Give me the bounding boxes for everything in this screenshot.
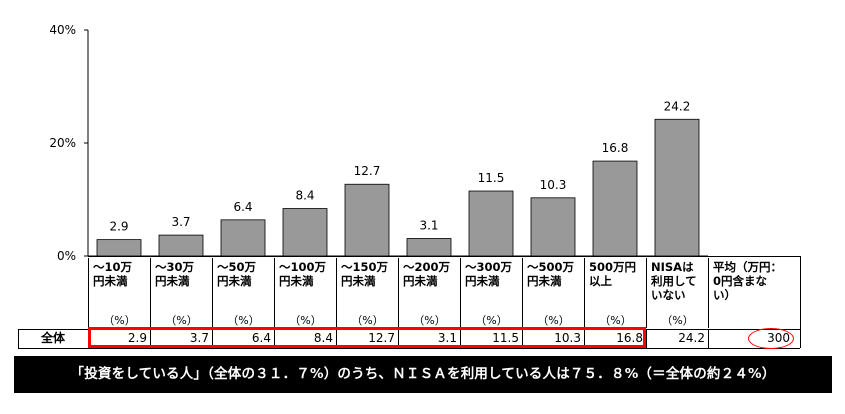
unit-label: （%） xyxy=(351,314,384,327)
row-separator xyxy=(460,329,461,348)
category-label-line: ～300万 xyxy=(465,260,513,274)
category-label-line: ～500万 xyxy=(527,260,575,274)
average-column-header: 平均（万円： 0円含まな い） xyxy=(708,258,800,328)
bar xyxy=(468,190,514,257)
data-label: 16.8 xyxy=(602,141,629,155)
category-label: ～50万 円未満 （%） xyxy=(212,258,274,328)
category-label-line: ～200万 xyxy=(403,260,451,274)
bar xyxy=(406,238,452,257)
average-header-line: い） xyxy=(713,288,736,302)
row-separator xyxy=(150,329,151,348)
category-label: ～200万 円未満 （%） xyxy=(398,258,460,328)
unit-label: （%） xyxy=(165,314,198,327)
category-label-line: 500万円 xyxy=(589,260,637,274)
unit-label: （%） xyxy=(661,314,694,327)
unit-label: （%） xyxy=(475,314,508,327)
table-value: 6.4 xyxy=(251,331,271,345)
average-header-line: 0円含まな xyxy=(713,274,768,288)
bar xyxy=(282,208,328,257)
row-separator xyxy=(584,329,585,348)
category-label-line: 円未満 xyxy=(155,274,190,288)
table-value: 11.5 xyxy=(492,331,519,345)
data-label: 12.7 xyxy=(354,164,381,178)
table-value: 3.1 xyxy=(437,331,457,345)
category-label: ～150万 円未満 （%） xyxy=(336,258,398,328)
data-label: 3.7 xyxy=(171,215,190,229)
table-value: 8.4 xyxy=(313,331,333,345)
bar xyxy=(158,234,204,257)
data-label: 3.1 xyxy=(419,218,438,232)
data-label: 24.2 xyxy=(664,99,691,113)
data-label: 2.9 xyxy=(109,220,128,234)
row-separator xyxy=(336,329,337,348)
category-label: ～10万 円未満 （%） xyxy=(88,258,150,328)
y-tick-label: 0% xyxy=(57,249,76,263)
row-separator xyxy=(522,329,523,348)
data-label: 6.4 xyxy=(233,200,252,214)
category-label: NISAは 利用して いない （%） xyxy=(646,258,708,328)
category-label-line: ～100万 xyxy=(279,260,327,274)
table-value: 3.7 xyxy=(189,331,209,345)
summary-banner: 「投資をしている人」（全体の３１．７%）のうち、ＮＩＳＡを利用している人は７５．… xyxy=(14,356,832,393)
category-label: ～300万 円未満 （%） xyxy=(460,258,522,328)
row-separator xyxy=(646,329,647,348)
row-separator xyxy=(398,329,399,348)
bar xyxy=(344,183,390,257)
bar xyxy=(654,118,700,257)
bar xyxy=(592,160,638,257)
y-tick-label: 20% xyxy=(49,136,76,150)
bar-layer xyxy=(96,118,700,257)
table-value: 2.9 xyxy=(127,331,147,345)
data-label: 11.5 xyxy=(478,171,505,185)
category-label-line: ～150万 xyxy=(341,260,389,274)
bar xyxy=(530,197,576,257)
unit-label: （%） xyxy=(599,314,632,327)
table-top-line xyxy=(88,256,800,257)
category-label-line: ～10万 xyxy=(93,260,133,274)
label-layer: 2.9 3.7 6.4 8.4 12.7 3.1 11.5 10.3 16.8 24.2 xyxy=(109,99,690,233)
category-label-line: 円未満 xyxy=(465,274,500,288)
table-right-line xyxy=(800,256,801,348)
unit-label: （%） xyxy=(413,314,446,327)
row-separator xyxy=(708,329,709,348)
category-label-line: 円未満 xyxy=(403,274,438,288)
category-label-line: 利用して xyxy=(651,274,697,288)
category-label-line: 円未満 xyxy=(341,274,376,288)
row-label: 全体 xyxy=(40,331,65,345)
row-separator xyxy=(274,329,275,348)
y-tick-label: 40% xyxy=(49,23,76,37)
table-bottom-line xyxy=(18,348,800,349)
unit-label: （%） xyxy=(227,314,260,327)
category-label-line: ～30万 xyxy=(155,260,195,274)
unit-label: （%） xyxy=(289,314,322,327)
category-label-line: 円未満 xyxy=(279,274,314,288)
unit-label: （%） xyxy=(537,314,570,327)
data-label: 8.4 xyxy=(295,189,314,203)
bar xyxy=(96,239,142,257)
table-value: 24.2 xyxy=(678,331,705,345)
category-label: ～500万 円未満 （%） xyxy=(522,258,584,328)
average-header-line: 平均（万円： xyxy=(713,260,782,274)
category-label: ～100万 円未満 （%） xyxy=(274,258,336,328)
row-separator xyxy=(212,329,213,348)
category-label-line: 円未満 xyxy=(93,274,128,288)
data-label: 10.3 xyxy=(540,178,567,192)
category-label-line: 以上 xyxy=(589,274,612,288)
highlight-box xyxy=(88,327,646,348)
table-value: 12.7 xyxy=(368,331,395,345)
table-left-line xyxy=(18,329,19,348)
category-label: 500万円 以上 （%） xyxy=(584,258,646,328)
bar xyxy=(220,219,266,257)
unit-label: （%） xyxy=(103,314,136,327)
table-value: 10.3 xyxy=(554,331,581,345)
category-label-line: 円未満 xyxy=(527,274,562,288)
category-label-line: 円未満 xyxy=(217,274,252,288)
category-label-line: NISAは xyxy=(651,260,694,274)
category-label-line: ～50万 xyxy=(217,260,257,274)
highlight-ellipse xyxy=(748,328,794,349)
category-label-line: いない xyxy=(651,288,686,302)
category-label: ～30万 円未満 （%） xyxy=(150,258,212,328)
table-value: 16.8 xyxy=(616,331,643,345)
